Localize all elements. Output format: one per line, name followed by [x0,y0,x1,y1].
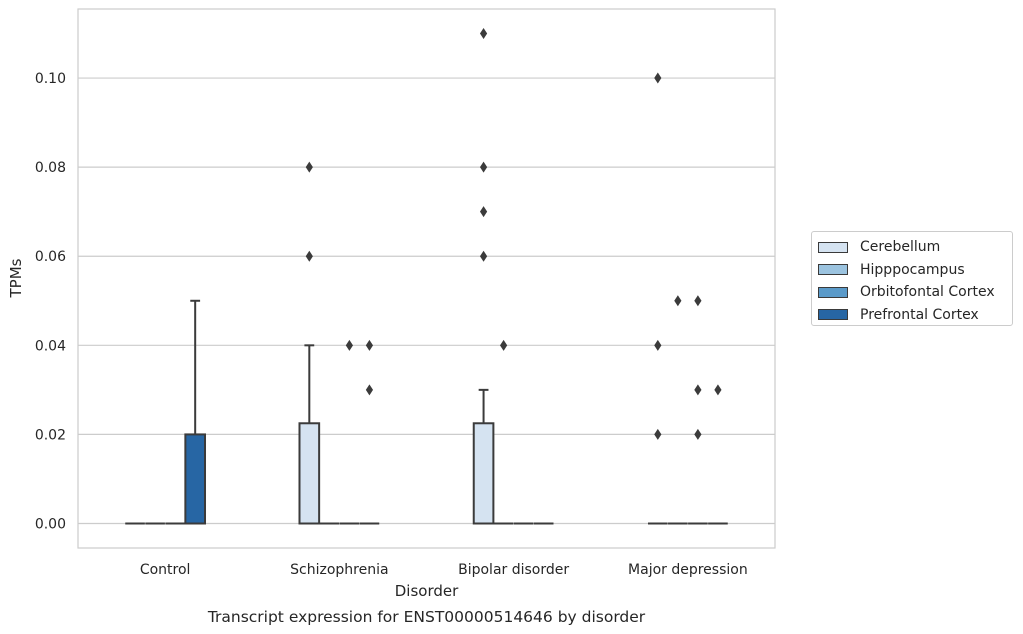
x-tick-label: Bipolar disorder [458,562,569,578]
gridlines [78,77,775,525]
outlier-point [694,384,702,396]
legend-item: Cerebellum [818,236,1006,259]
outlier-point [479,206,488,218]
outlier-point [694,428,702,440]
x-tick-label: Major depression [628,562,748,578]
box-orbitofontal-cortex [339,339,360,525]
legend-item: Prefrontal Cortex [818,304,1006,327]
box-hipppocampus [668,295,688,525]
legend-label: Prefrontal Cortex [860,306,979,323]
legend-label: Hipppocampus [860,261,965,278]
chart-title: Transcript expression for ENST0000051464… [207,608,646,626]
y-tick-label: 0.04 [35,338,66,354]
outlier-point [345,339,353,351]
outlier-point [365,384,374,396]
legend-swatch [818,264,848,276]
outlier-point [305,161,313,173]
y-tick-label: 0.10 [35,71,66,87]
box-orbitofontal-cortex [688,295,708,525]
legend-label: Orbitofontal Cortex [860,284,995,301]
y-tick-label: 0.00 [35,517,66,533]
box-prefrontal-cortex [359,339,380,525]
y-tick-label: 0.08 [35,160,66,176]
outlier-point [674,295,682,307]
outlier-point [305,250,313,262]
outlier-point [654,339,662,351]
box-hipppocampus [493,339,514,525]
outlier-point [500,339,508,351]
legend-swatch [818,309,848,321]
x-tick-label: Schizophrenia [290,562,388,578]
x-axis-ticks: Control Schizophrenia Bipolar disorder Majo… [140,562,748,578]
y-tick-label: 0.06 [35,249,66,265]
y-axis-ticks: 0.00 0.02 0.04 0.06 0.08 0.10 [35,71,66,532]
plot-area-frame [77,8,776,549]
box-iqr [472,422,495,525]
outlier-point [479,28,488,39]
y-axis-label: TPMs [7,258,25,298]
box-marks [125,28,728,525]
legend-item: Orbitofontal Cortex [818,281,1006,304]
outlier-point [479,250,488,262]
outlier-point [479,161,488,173]
legend-swatch [818,241,848,253]
outlier-point [694,295,702,307]
outlier-point [654,428,662,440]
box-cerebellum [647,72,668,525]
outlier-point [654,72,662,84]
box-prefrontal-cortex [184,299,207,525]
box-iqr [298,422,321,525]
legend-swatch [818,286,848,298]
outlier-point [714,384,722,396]
outlier-point [365,339,374,351]
box-cerebellum [472,28,495,525]
x-tick-label: Control [140,562,191,578]
box-iqr [184,433,207,525]
box-cerebellum [298,161,321,525]
legend-label: Cerebellum [860,239,941,256]
legend: Cerebellum Hipppocampus Orbitofontal Corte… [811,231,1013,326]
legend-item: Hipppocampus [818,259,1006,282]
box-prefrontal-cortex [708,384,728,525]
x-axis-label: Disorder [395,582,459,600]
y-tick-label: 0.02 [35,427,66,443]
